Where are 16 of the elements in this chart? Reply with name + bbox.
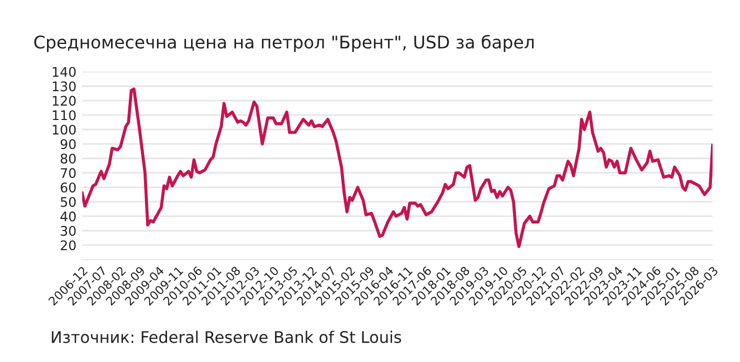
y-tick-label: 120 xyxy=(52,96,76,106)
y-tick-label: 130 xyxy=(52,81,76,92)
text: Източник: Federal Reserve Bank of St Louis xyxy=(52,330,402,344)
y-tick-label: 140 xyxy=(52,66,76,77)
y-tick-label: 110 xyxy=(52,110,76,120)
y-tick-label: 70 xyxy=(60,168,76,178)
y-tick-label: 30 xyxy=(60,226,76,236)
chart-title: Средномесечна цена на петрол "Брент", USD за барел xyxy=(34,34,534,52)
y-tick-label: 100 xyxy=(52,124,76,135)
line-series xyxy=(82,87,713,248)
y-tick-label: 90 xyxy=(60,139,76,150)
y-tick-label: 50 xyxy=(60,196,76,207)
y-tick-label: 20 xyxy=(60,240,76,250)
y-tick-label: 80 xyxy=(60,154,76,164)
y-tick-label: 60 xyxy=(60,182,76,192)
y-tick-label: 40 xyxy=(60,211,76,222)
